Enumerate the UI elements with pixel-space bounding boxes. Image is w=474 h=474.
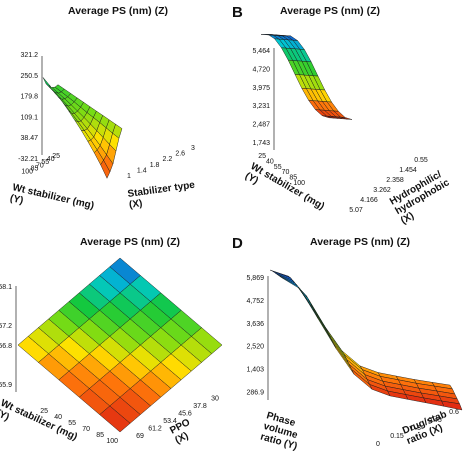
surface-cell	[297, 285, 319, 319]
x-tick-label: 2.358	[386, 177, 404, 184]
x-tick-label: 0.55	[414, 157, 428, 164]
y-tick-label: 100	[106, 438, 118, 445]
y-axis-label: Phasevolumeratio (Y)	[259, 410, 304, 452]
x-tick-label: 1.8	[150, 162, 160, 169]
z-tick-label: 5,869	[246, 275, 264, 282]
y-tick-label: 40	[54, 414, 62, 421]
y-tick-label: 40	[47, 156, 55, 163]
x-tick-label: 0.6	[449, 409, 459, 416]
panel-b-surface: Average PS (nm) (Z) B 5,464 4,720 3,975 3,231…	[232, 4, 452, 227]
x-tick-label: 3.262	[373, 187, 391, 194]
x-tick-label: 0.3	[411, 425, 421, 432]
panel-c-surface: Average PS (nm) (Z) 58.1 57.2 56.8 55.9 25 40 5…	[0, 236, 223, 453]
y-tick-label: 100	[21, 169, 33, 176]
y-tick-label: 25	[258, 153, 266, 160]
panel-a-surface: Average PS (nm) (Z) 321.2 250.5 179.8 109.1 3…	[9, 5, 198, 222]
z-tick-label: 250.5	[20, 73, 38, 80]
z-tick-label: 58.1	[0, 284, 12, 291]
z-tick-label: 56.8	[0, 343, 12, 350]
x-tick-label: 37.8	[193, 403, 207, 410]
x-tick-label: 1	[127, 173, 131, 180]
x-tick-label: 3	[191, 145, 195, 152]
z-tick-label: 3,231	[252, 103, 270, 110]
y-tick-label: 55	[41, 159, 49, 166]
z-tick-label: 38.47	[20, 135, 38, 142]
x-tick-label: 4.166	[360, 197, 378, 204]
x-tick-label: 69	[136, 433, 144, 440]
z-tick-label: 57.2	[0, 323, 12, 330]
x-tick-label: 5.07	[349, 207, 363, 214]
z-tick-label: 2,520	[246, 344, 264, 351]
surface-cell	[340, 116, 353, 120]
x-axis-label: Drug/stabratio (X)	[401, 409, 453, 447]
surface-cell	[112, 123, 123, 139]
y-tick-label: 70	[82, 426, 90, 433]
z-tick-label: 55.9	[0, 382, 12, 389]
x-tick-label: 1.4	[137, 167, 147, 174]
x-tick-label: 61.2	[148, 426, 162, 433]
panel-letter: B	[232, 4, 243, 21]
x-tick-label: 2.6	[175, 151, 185, 158]
x-tick-label: 45.6	[178, 411, 192, 418]
surface-cell	[315, 313, 337, 349]
y-tick-label: 85	[289, 175, 297, 182]
y-tick-label: 25	[40, 408, 48, 415]
chart-title: Average PS (nm) (Z)	[68, 5, 168, 17]
z-tick-label: -32.21	[18, 156, 38, 163]
z-tick-label: 5,464	[252, 48, 270, 55]
y-tick-label: 55	[68, 420, 76, 427]
y-tick-label: 70	[282, 169, 290, 176]
y-tick-label: 40	[266, 158, 274, 165]
chart-title: Average PS (nm) (Z)	[80, 236, 180, 248]
z-tick-label: 321.2	[20, 52, 38, 59]
z-tick-label: 1,743	[252, 140, 270, 147]
surface-cell	[109, 257, 141, 285]
x-tick-label: 53.4	[163, 418, 177, 425]
y-tick-label: 55	[274, 164, 282, 171]
z-tick-label: 4,752	[246, 298, 264, 305]
z-tick-label: 3,975	[252, 85, 270, 92]
x-tick-label: 2.2	[163, 156, 173, 163]
chart-title: Average PS (nm) (Z)	[310, 236, 410, 248]
x-tick-label: 0.45	[428, 417, 442, 424]
x-tick-label: 1.454	[399, 167, 417, 174]
y-axis-label: Wt stabilizer (mg)(Y)	[9, 182, 95, 222]
z-tick-label: 286.9	[246, 390, 264, 397]
y-tick-label: 85	[31, 165, 39, 172]
panel-letter: D	[232, 235, 243, 252]
x-tick-label: 0.15	[390, 433, 404, 440]
z-tick-label: 1,403	[246, 367, 264, 374]
y-axis-label: Wt stabilizer (mg)(Y)	[0, 398, 79, 453]
z-tick-label: 4,720	[252, 66, 270, 73]
x-tick-label: 30	[211, 396, 219, 403]
x-axis-label: Stabilizer type(X)	[127, 180, 198, 211]
surface-cell	[441, 400, 463, 411]
y-tick-label: 25	[52, 153, 60, 160]
y-tick-label: 100	[293, 180, 305, 187]
panel-d-surface: Average PS (nm) (Z) D 5,869 4,752 3,636 2,520…	[232, 235, 463, 452]
z-tick-label: 179.8	[20, 94, 38, 101]
y-tick-label: 70	[36, 162, 44, 169]
z-tick-label: 3,636	[246, 321, 264, 328]
x-tick-label: 0	[376, 441, 380, 448]
y-tick-label: 85	[96, 432, 104, 439]
chart-title: Average PS (nm) (Z)	[280, 5, 380, 17]
z-tick-label: 2,487	[252, 122, 270, 129]
z-tick-label: 109.1	[20, 114, 38, 121]
